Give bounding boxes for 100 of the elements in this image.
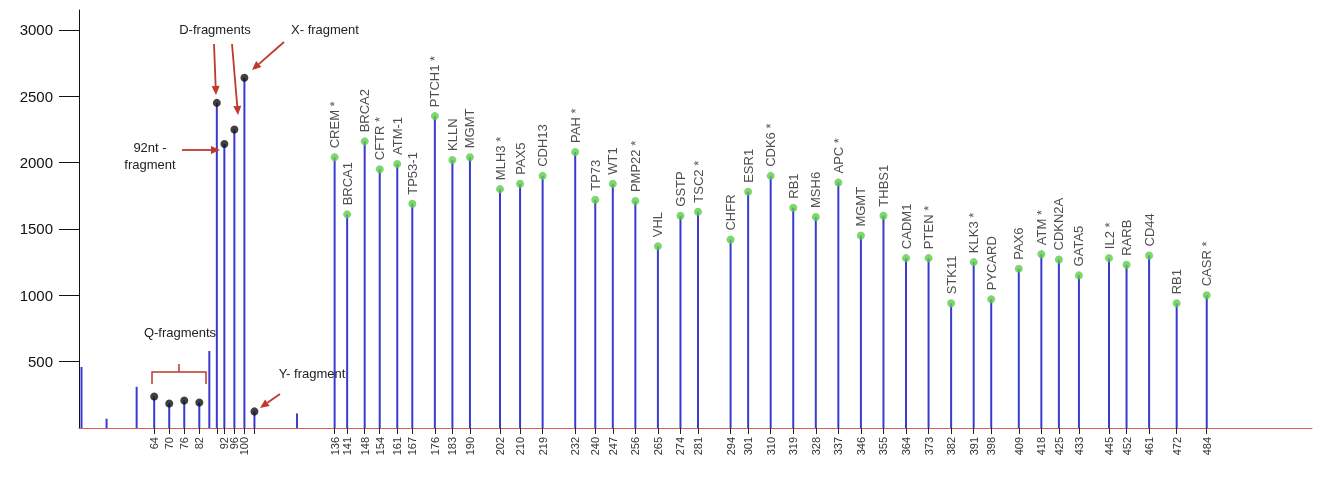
y-tick-label: 2500 [19, 87, 53, 105]
data-label: RARB [1119, 219, 1135, 256]
data-label: VHL [650, 211, 666, 238]
y-tick-label: 1500 [19, 220, 53, 238]
point [1122, 260, 1131, 269]
data-label: RB1 [785, 173, 801, 199]
point [789, 203, 798, 212]
bar [135, 386, 138, 428]
y-tick-label: 1000 [19, 286, 53, 304]
x-tick-label: 484 [1200, 437, 1213, 456]
point [212, 98, 221, 107]
data-label: PAX6 [1011, 227, 1027, 260]
data-label: THBS1 [875, 164, 891, 207]
point [1037, 250, 1046, 259]
point [195, 398, 204, 407]
point [330, 153, 339, 162]
point [538, 171, 547, 180]
data-label: MSH6 [808, 171, 824, 209]
data-label: GATA5 [1071, 225, 1087, 267]
x-tick-label: 265 [651, 437, 664, 456]
y-tick-label: 500 [27, 353, 53, 371]
x-tick-label: 256 [629, 437, 642, 456]
x-tick-label: 240 [589, 437, 602, 456]
data-label: MGMT [462, 108, 478, 149]
data-label: KLLN [444, 118, 460, 151]
point [1014, 264, 1023, 273]
point [591, 195, 600, 204]
point [969, 258, 978, 267]
point [1074, 271, 1083, 280]
x-tick-label: 148 [358, 437, 371, 456]
point [343, 210, 352, 219]
data-label: ESR1 [740, 148, 756, 183]
x-tick-label: 274 [674, 437, 687, 456]
data-label: CFTR * [372, 116, 388, 161]
point [516, 179, 525, 188]
annotation: Q-fragments [142, 324, 218, 341]
x-tick-label: 310 [764, 437, 777, 456]
point [360, 137, 369, 146]
data-label: PAX5 [512, 142, 528, 175]
point [150, 392, 159, 401]
data-label: STK11 [943, 255, 959, 295]
data-label: GSTP [672, 171, 688, 207]
x-tick-label: 76 [178, 437, 191, 450]
point [766, 171, 775, 180]
data-label: BRCA1 [339, 162, 355, 206]
point [631, 197, 640, 206]
point [856, 231, 865, 240]
x-tick-label: 391 [967, 437, 980, 456]
x-tick-label: 382 [945, 437, 958, 456]
data-label: KLK3 * [966, 212, 982, 254]
data-label: PMP22 * [627, 140, 643, 193]
data-label: IL2 * [1101, 222, 1117, 250]
x-tick-label: 92 [218, 437, 231, 450]
x-tick-label: 319 [787, 437, 800, 456]
x-tick-label: 294 [724, 437, 737, 456]
annotation: 92nt - fragment [123, 139, 177, 173]
bar [105, 418, 108, 428]
x-tick-label: 96 [228, 437, 241, 450]
x-tick-label: 433 [1072, 437, 1085, 456]
x-tick-label: 176 [428, 437, 441, 456]
point [726, 235, 735, 244]
data-label: CASR * [1199, 241, 1215, 287]
point [1145, 251, 1154, 260]
point [811, 213, 820, 222]
point [375, 165, 384, 174]
point [1105, 254, 1114, 263]
point [987, 295, 996, 304]
data-label: APC * [830, 138, 846, 174]
x-tick-label: 373 [922, 437, 935, 456]
data-label: TP73 [587, 159, 603, 191]
x-tick-label: 364 [900, 437, 913, 456]
point [744, 187, 753, 196]
x-tick-label: 328 [809, 437, 822, 456]
data-label: PTEN * [921, 205, 937, 250]
point [408, 199, 417, 208]
x-tick-label: 337 [832, 437, 845, 456]
x-tick-label: 461 [1143, 437, 1156, 456]
point [1054, 255, 1063, 264]
x-tick-label: 247 [606, 437, 619, 456]
data-label: CHFR [723, 194, 739, 231]
data-label: RB1 [1169, 268, 1185, 295]
x-tick-label: 154 [373, 437, 386, 456]
point [430, 112, 439, 121]
data-label: CDKN2A [1051, 197, 1067, 251]
x-tick-label: 472 [1170, 437, 1183, 456]
x-tick-label: 202 [494, 437, 507, 456]
x-tick-label: 141 [341, 437, 354, 456]
annotation: D-fragments [178, 21, 252, 38]
point [180, 396, 189, 405]
data-label: TP53-1 [404, 152, 420, 195]
x-tick-label: 183 [446, 437, 459, 456]
point [230, 125, 239, 134]
point [393, 159, 402, 168]
point [1202, 291, 1211, 300]
data-label: CD44 [1141, 213, 1157, 247]
data-label: PYCARD [983, 236, 999, 291]
point [496, 185, 505, 194]
x-tick-label: 190 [463, 437, 476, 456]
point [220, 140, 229, 149]
data-label: MLH3 * [492, 136, 508, 181]
